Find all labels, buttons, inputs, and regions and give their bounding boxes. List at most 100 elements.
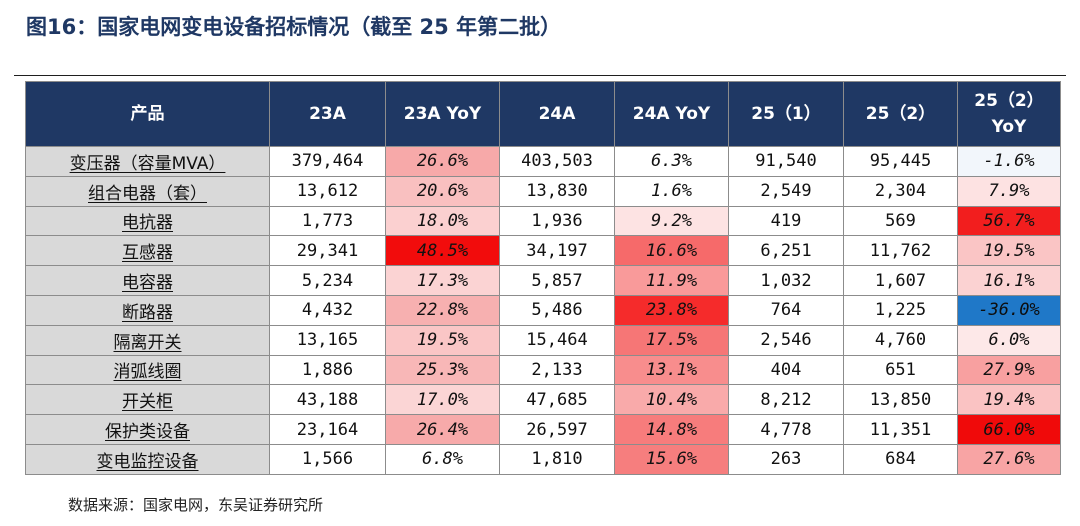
cell-23a-yoy: 25.3% bbox=[385, 354, 500, 386]
cell-25-2-yoy: 19.5% bbox=[957, 235, 1061, 267]
cell-25-1: 404 bbox=[728, 354, 844, 386]
cell-23a: 29,341 bbox=[269, 235, 386, 267]
cell-25-2-yoy: 27.9% bbox=[957, 354, 1061, 386]
table-row: 组合电器（套） 13,612 20.6% 13,830 1.6% 2,549 2,304 7.… bbox=[25, 175, 1061, 207]
tender-table: 产品 23A 23A YoY 24A 24A YoY 25（1） 25（2） 2… bbox=[25, 81, 1061, 475]
title-divider bbox=[14, 75, 1066, 76]
product-link[interactable]: 组合电器（套） bbox=[88, 183, 207, 204]
cell-product[interactable]: 互感器 bbox=[25, 235, 270, 267]
cell-24a: 2,133 bbox=[499, 354, 615, 386]
cell-23a: 1,566 bbox=[269, 443, 386, 475]
cell-23a-yoy: 26.6% bbox=[385, 146, 500, 177]
cell-25-2-yoy: 66.0% bbox=[957, 414, 1061, 445]
cell-25-2-yoy: 56.7% bbox=[957, 205, 1061, 237]
cell-25-2: 569 bbox=[843, 205, 958, 237]
table-row: 隔离开关 13,165 19.5% 15,464 17.5% 2,546 4,760 6.0% bbox=[25, 324, 1061, 356]
cell-product[interactable]: 变压器（容量MVA） bbox=[25, 146, 270, 177]
cell-25-2: 4,760 bbox=[843, 324, 958, 356]
table-row: 变电监控设备 1,566 6.8% 1,810 15.6% 263 684 27.6% bbox=[25, 443, 1061, 475]
product-link[interactable]: 变电监控设备 bbox=[96, 451, 199, 472]
table-row: 电容器 5,234 17.3% 5,857 11.9% 1,032 1,607 16.1% bbox=[25, 265, 1061, 296]
cell-25-2-yoy: -1.6% bbox=[957, 146, 1061, 177]
cell-25-2: 1,225 bbox=[843, 294, 958, 326]
cell-24a: 5,857 bbox=[499, 265, 615, 296]
cell-23a: 1,886 bbox=[269, 354, 386, 386]
cell-25-2: 684 bbox=[843, 443, 958, 475]
cell-product[interactable]: 断路器 bbox=[25, 294, 270, 326]
cell-23a: 13,612 bbox=[269, 175, 386, 207]
cell-25-1: 1,032 bbox=[728, 265, 844, 296]
cell-25-1: 2,549 bbox=[728, 175, 844, 207]
cell-23a-yoy: 48.5% bbox=[385, 235, 500, 267]
cell-23a: 23,164 bbox=[269, 414, 386, 445]
source-note: 数据来源：国家电网，东吴证券研究所 bbox=[68, 496, 324, 514]
cell-25-1: 6,251 bbox=[728, 235, 844, 267]
table-body: 变压器（容量MVA） 379,464 26.6% 403,503 6.3% 91,540 9… bbox=[25, 146, 1061, 475]
figure-title: 图16：国家电网变电设备招标情况（截至 25 年第二批） bbox=[26, 15, 562, 39]
cell-23a: 13,165 bbox=[269, 324, 386, 356]
header-25-2: 25（2） bbox=[843, 81, 958, 147]
cell-24a-yoy: 15.6% bbox=[614, 443, 729, 475]
cell-product[interactable]: 隔离开关 bbox=[25, 324, 270, 356]
table-row: 电抗器 1,773 18.0% 1,936 9.2% 419 569 56.7% bbox=[25, 205, 1061, 237]
cell-25-1: 91,540 bbox=[728, 146, 844, 177]
cell-23a-yoy: 18.0% bbox=[385, 205, 500, 237]
header-24a-yoy: 24A YoY bbox=[614, 81, 729, 147]
product-link[interactable]: 互感器 bbox=[122, 243, 173, 264]
table-row: 互感器 29,341 48.5% 34,197 16.6% 6,251 11,762 19.5… bbox=[25, 235, 1061, 267]
cell-24a-yoy: 9.2% bbox=[614, 205, 729, 237]
cell-24a-yoy: 10.4% bbox=[614, 384, 729, 416]
table-row: 消弧线圈 1,886 25.3% 2,133 13.1% 404 651 27.9% bbox=[25, 354, 1061, 386]
product-link[interactable]: 保护类设备 bbox=[105, 422, 190, 443]
cell-25-2: 95,445 bbox=[843, 146, 958, 177]
product-link[interactable]: 变压器（容量MVA） bbox=[69, 153, 226, 174]
cell-23a-yoy: 17.0% bbox=[385, 384, 500, 416]
product-link[interactable]: 电抗器 bbox=[122, 213, 173, 234]
cell-24a-yoy: 14.8% bbox=[614, 414, 729, 445]
cell-24a: 47,685 bbox=[499, 384, 615, 416]
cell-24a: 15,464 bbox=[499, 324, 615, 356]
cell-23a: 379,464 bbox=[269, 146, 386, 177]
cell-24a: 1,936 bbox=[499, 205, 615, 237]
product-link[interactable]: 开关柜 bbox=[122, 392, 173, 413]
header-23a-yoy: 23A YoY bbox=[385, 81, 500, 147]
cell-25-1: 764 bbox=[728, 294, 844, 326]
cell-24a-yoy: 23.8% bbox=[614, 294, 729, 326]
cell-product[interactable]: 消弧线圈 bbox=[25, 354, 270, 386]
cell-25-2: 11,351 bbox=[843, 414, 958, 445]
cell-25-2: 1,607 bbox=[843, 265, 958, 296]
cell-25-2: 651 bbox=[843, 354, 958, 386]
header-24a: 24A bbox=[499, 81, 615, 147]
cell-25-2: 2,304 bbox=[843, 175, 958, 207]
cell-product[interactable]: 变电监控设备 bbox=[25, 443, 270, 475]
cell-24a: 1,810 bbox=[499, 443, 615, 475]
cell-25-2-yoy: -36.0% bbox=[957, 294, 1061, 326]
cell-24a: 5,486 bbox=[499, 294, 615, 326]
cell-24a-yoy: 17.5% bbox=[614, 324, 729, 356]
cell-product[interactable]: 电抗器 bbox=[25, 205, 270, 237]
cell-24a-yoy: 11.9% bbox=[614, 265, 729, 296]
cell-25-2-yoy: 19.4% bbox=[957, 384, 1061, 416]
header-25-1: 25（1） bbox=[728, 81, 844, 147]
product-link[interactable]: 断路器 bbox=[122, 302, 173, 323]
cell-23a: 43,188 bbox=[269, 384, 386, 416]
header-row: 产品 23A 23A YoY 24A 24A YoY 25（1） 25（2） 2… bbox=[25, 81, 1061, 147]
cell-23a-yoy: 17.3% bbox=[385, 265, 500, 296]
product-link[interactable]: 消弧线圈 bbox=[113, 362, 182, 383]
cell-25-2-yoy: 16.1% bbox=[957, 265, 1061, 296]
header-product: 产品 bbox=[25, 81, 270, 147]
cell-product[interactable]: 电容器 bbox=[25, 265, 270, 296]
cell-23a-yoy: 20.6% bbox=[385, 175, 500, 207]
cell-product[interactable]: 组合电器（套） bbox=[25, 175, 270, 207]
table-row: 保护类设备 23,164 26.4% 26,597 14.8% 4,778 11,351 66… bbox=[25, 414, 1061, 445]
cell-25-1: 419 bbox=[728, 205, 844, 237]
cell-24a-yoy: 1.6% bbox=[614, 175, 729, 207]
product-link[interactable]: 隔离开关 bbox=[113, 332, 182, 353]
cell-24a: 26,597 bbox=[499, 414, 615, 445]
cell-23a-yoy: 22.8% bbox=[385, 294, 500, 326]
cell-product[interactable]: 保护类设备 bbox=[25, 414, 270, 445]
cell-24a-yoy: 16.6% bbox=[614, 235, 729, 267]
product-link[interactable]: 电容器 bbox=[122, 273, 173, 294]
cell-product[interactable]: 开关柜 bbox=[25, 384, 270, 416]
cell-23a: 1,773 bbox=[269, 205, 386, 237]
